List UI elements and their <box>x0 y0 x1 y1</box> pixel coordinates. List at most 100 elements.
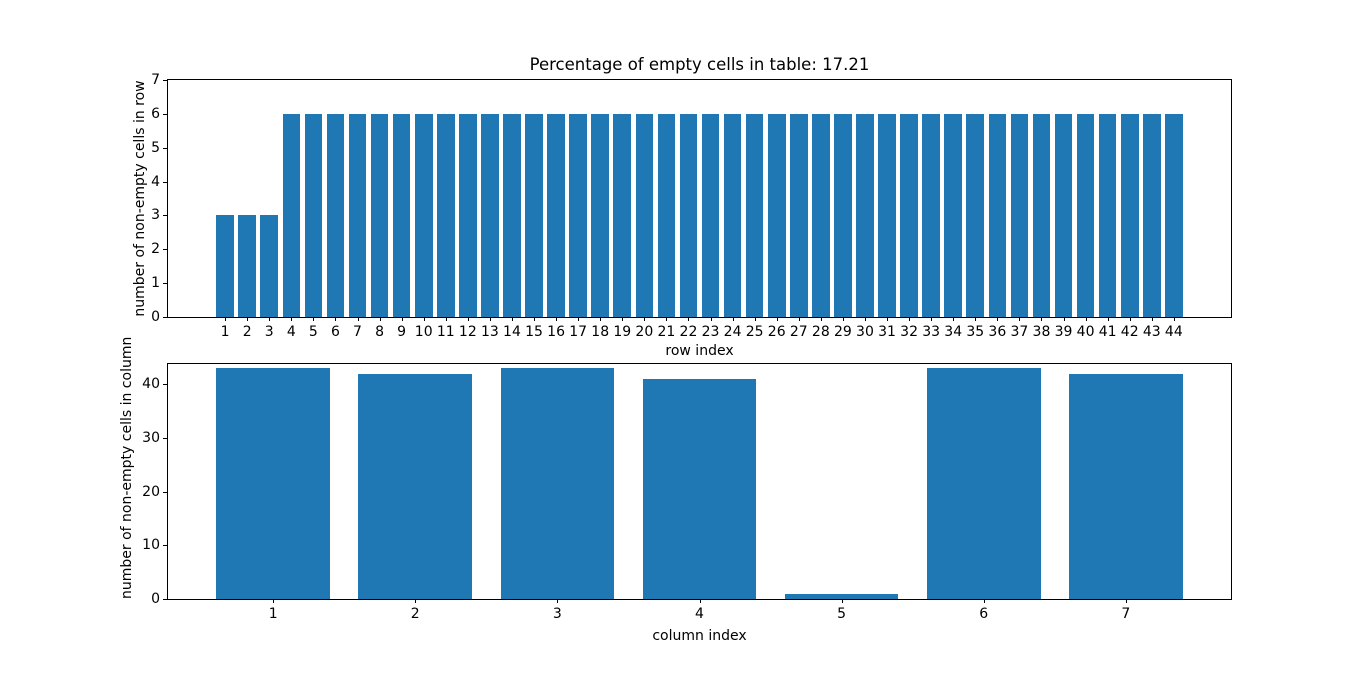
x-tick-label: 19 <box>613 324 632 340</box>
bar <box>789 113 808 317</box>
x-tick-mark <box>1129 317 1131 321</box>
x-tick-label: 22 <box>679 324 698 340</box>
x-tick-label: 41 <box>1098 324 1117 340</box>
bar <box>547 113 565 317</box>
x-tick-label: 8 <box>375 324 385 340</box>
x-tick-label: 24 <box>723 324 742 340</box>
chart-title: Percentage of empty cells in table: 17.2… <box>529 55 870 74</box>
x-tick-label: 3 <box>552 606 562 622</box>
x-tick-label: 1 <box>268 606 278 622</box>
x-tick-mark <box>983 599 985 603</box>
x-tick-mark <box>489 317 491 321</box>
bar <box>326 113 345 317</box>
bar <box>988 113 1007 317</box>
x-tick-mark <box>909 317 911 321</box>
x-tick-label: 2 <box>242 324 252 340</box>
x-tick-mark <box>423 317 425 321</box>
x-tick-mark <box>710 317 712 321</box>
x-tick-mark <box>379 317 381 321</box>
y-tick-label: 0 <box>151 591 160 607</box>
y-tick-label: 5 <box>151 139 160 156</box>
bar <box>1120 113 1139 317</box>
x-tick-mark <box>975 317 977 321</box>
bar <box>481 113 499 317</box>
x-tick-label: 21 <box>657 324 676 340</box>
x-tick-label: 32 <box>900 324 918 340</box>
x-tick-mark <box>1085 317 1087 321</box>
x-tick-mark <box>842 317 844 321</box>
x-tick-label: 27 <box>789 324 808 340</box>
bar <box>613 113 632 317</box>
x-tick-mark <box>291 317 293 321</box>
x-tick-mark <box>247 317 249 321</box>
x-tick-label: 16 <box>547 324 565 340</box>
x-tick-mark <box>1173 317 1175 321</box>
column-chart-axes: 1 2 3 4 5 6 7 0 10 20 30 40 <box>142 363 1232 621</box>
x-tick-label: 7 <box>353 324 362 340</box>
x-tick-mark <box>401 317 403 321</box>
x-tick-label: 10 <box>414 324 433 340</box>
y-tick-label: 40 <box>142 376 160 393</box>
x-tick-mark <box>225 317 227 321</box>
x-tick-mark <box>688 317 690 321</box>
x-tick-label: 18 <box>591 324 610 340</box>
x-tick-label: 28 <box>811 324 830 340</box>
x-tick-label: 38 <box>1032 324 1051 340</box>
bar <box>525 113 543 317</box>
x-tick-label: 43 <box>1142 324 1161 340</box>
x-tick-label: 23 <box>701 324 720 340</box>
x-tick-mark <box>997 317 999 321</box>
x-tick-mark <box>445 317 447 321</box>
x-tick-mark <box>357 317 359 321</box>
x-tick-label: 15 <box>525 324 543 340</box>
column-chart-xlabel: column index <box>652 628 747 644</box>
x-tick-label: 36 <box>988 324 1007 340</box>
x-tick-mark <box>820 317 822 321</box>
y-tick-label: 3 <box>151 207 160 224</box>
x-tick-mark <box>887 317 889 321</box>
bar <box>591 113 610 317</box>
bar <box>635 113 654 317</box>
bar <box>1010 113 1029 317</box>
x-tick-mark <box>622 317 624 321</box>
x-tick-mark <box>732 317 734 321</box>
x-tick-mark <box>666 317 668 321</box>
bar <box>1054 113 1073 317</box>
y-tick-mark <box>163 545 167 547</box>
bar <box>657 113 676 317</box>
x-tick-mark <box>953 317 955 321</box>
x-tick-mark <box>776 317 778 321</box>
x-tick-mark <box>335 317 337 321</box>
y-tick-label: 6 <box>151 105 160 122</box>
x-tick-label: 12 <box>458 324 477 340</box>
bar <box>834 113 852 317</box>
x-tick-label: 5 <box>837 606 847 622</box>
x-tick-mark <box>1019 317 1021 321</box>
x-tick-label: 30 <box>856 324 874 340</box>
bar <box>1032 113 1051 317</box>
bar <box>926 368 1041 599</box>
bar <box>812 113 830 317</box>
x-tick-label: 2 <box>410 606 420 622</box>
bar <box>723 113 742 317</box>
x-tick-mark <box>1125 599 1127 603</box>
x-tick-mark <box>511 317 513 321</box>
row-chart-xlabel: row index <box>665 343 734 359</box>
x-tick-mark <box>313 317 315 321</box>
x-tick-label: 13 <box>480 324 499 340</box>
row-chart-ylabel: number of non-empty cells in row <box>132 80 148 317</box>
bar <box>282 113 301 317</box>
x-tick-label: 5 <box>308 324 318 340</box>
x-tick-label: 9 <box>397 324 407 340</box>
bar <box>1142 113 1161 317</box>
bar <box>1076 113 1095 317</box>
x-tick-label: 42 <box>1120 324 1139 340</box>
x-tick-mark <box>600 317 602 321</box>
y-tick-label: 10 <box>142 537 160 554</box>
y-tick-mark <box>163 181 167 183</box>
x-tick-mark <box>841 599 843 603</box>
x-tick-label: 4 <box>695 606 704 622</box>
x-tick-label: 7 <box>1121 606 1131 622</box>
x-tick-label: 17 <box>569 324 588 340</box>
